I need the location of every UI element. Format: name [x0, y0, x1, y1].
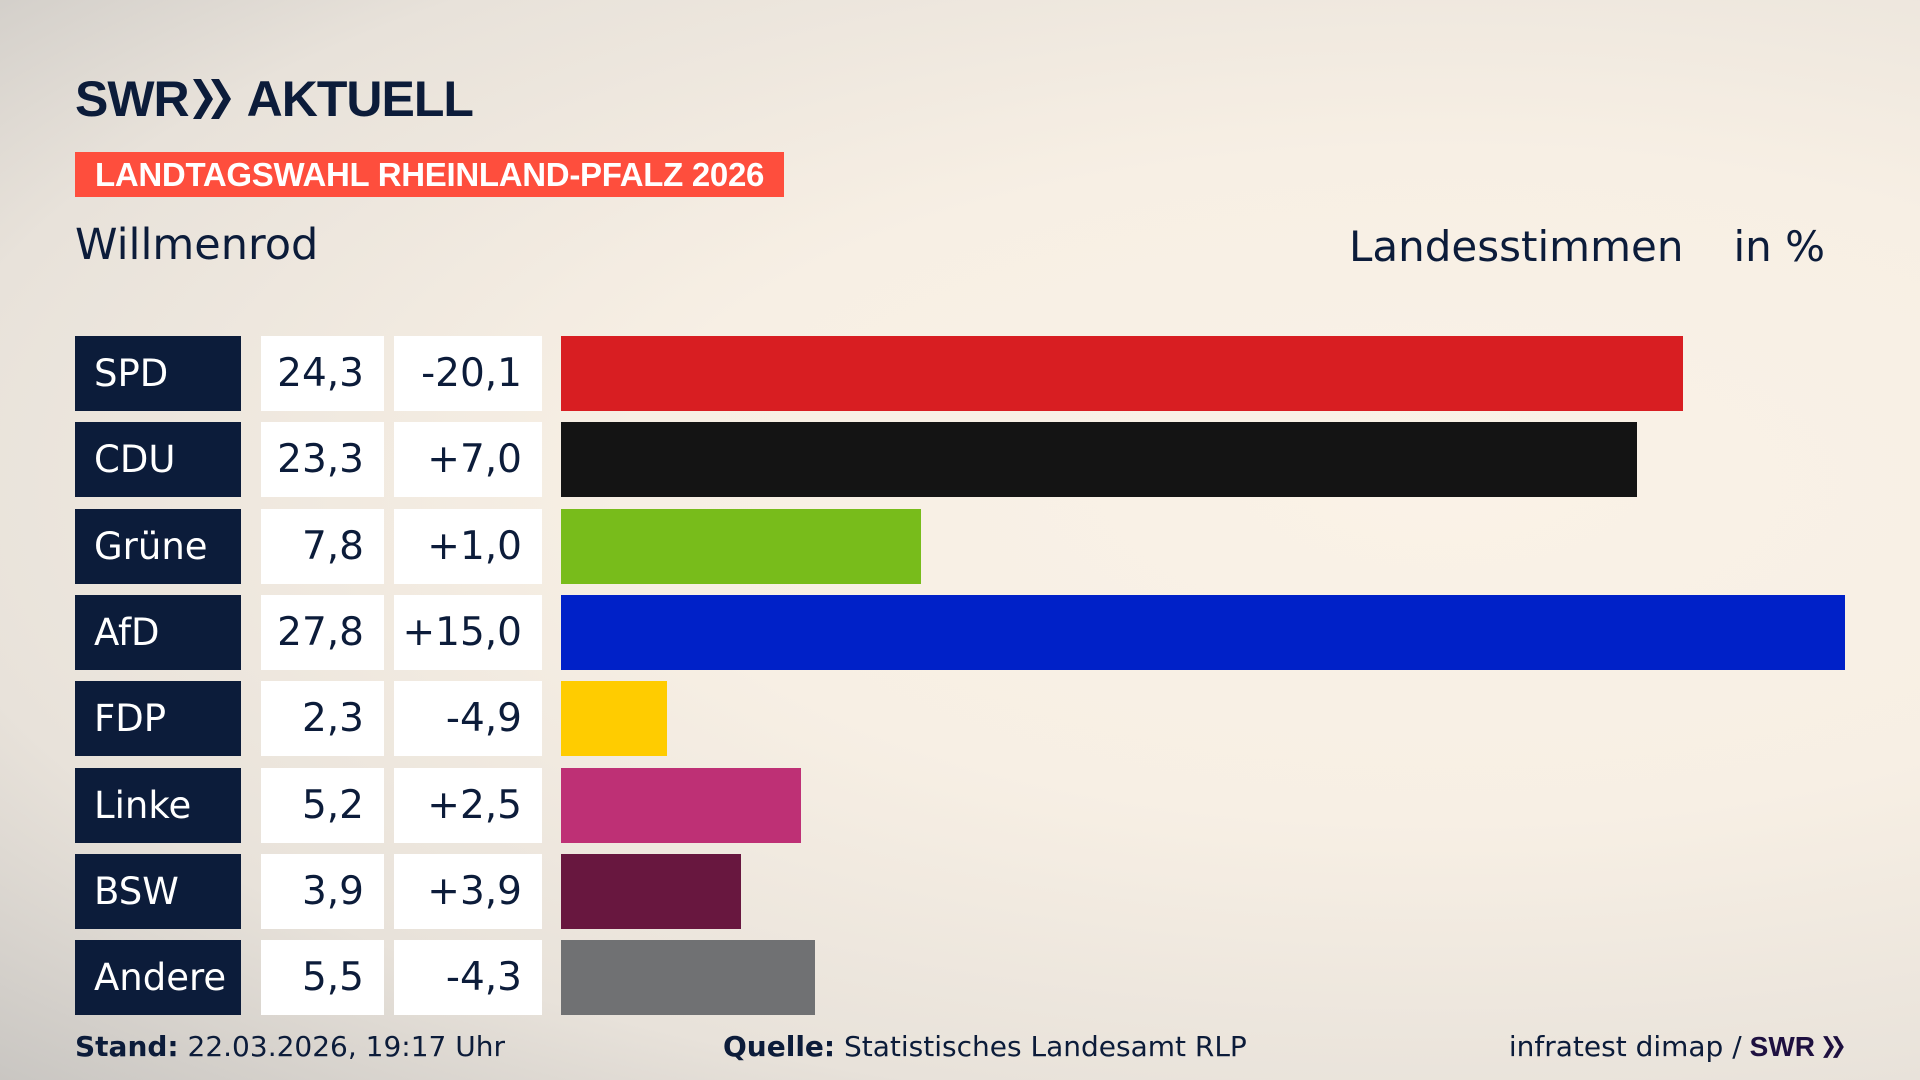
swr-aktuell-logo: SWR AKTUELL [75, 70, 474, 128]
party-label: BSW [75, 853, 241, 929]
change-label: -4,9 [394, 681, 542, 757]
party-label: FDP [75, 681, 241, 757]
value-label: 7,8 [261, 508, 384, 584]
party-label: CDU [75, 422, 241, 498]
stand-value: 22.03.2026, 19:17 Uhr [187, 1030, 505, 1063]
value-label: 5,5 [261, 940, 384, 1016]
credit-text: infratest dimap / [1508, 1030, 1742, 1063]
bar-cdu [561, 422, 1638, 498]
party-label: Linke [75, 767, 241, 843]
chevron-double-right-icon [1823, 1035, 1844, 1058]
value-label: 23,3 [261, 422, 384, 498]
change-label: +2,5 [394, 767, 542, 843]
chart-header: Landesstimmen in % [1349, 222, 1825, 271]
bar-grüne [561, 508, 922, 584]
stand-label: Stand: [75, 1030, 179, 1063]
bar-fdp [561, 681, 668, 757]
party-label: SPD [75, 336, 241, 411]
value-label: 3,9 [261, 853, 384, 929]
source-label: Quelle: [723, 1030, 836, 1063]
party-label: AfD [75, 594, 241, 670]
logo-suffix: AKTUELL [246, 71, 474, 127]
bar-afd [561, 594, 1845, 670]
value-label: 24,3 [261, 336, 384, 411]
value-label: 5,2 [261, 767, 384, 843]
location-title: Willmenrod [75, 220, 319, 270]
change-label: +15,0 [394, 594, 542, 670]
chevron-double-right-icon [192, 79, 231, 119]
logo-brand: SWR [75, 71, 190, 127]
change-label: +7,0 [394, 422, 542, 498]
party-label: Andere [75, 940, 241, 1016]
vote-type-label: Landesstimmen [1349, 222, 1684, 271]
value-label: 27,8 [261, 594, 384, 670]
bar-linke [561, 767, 802, 843]
change-label: -4,3 [394, 940, 542, 1016]
change-label: -20,1 [394, 336, 542, 411]
bar-andere [561, 940, 816, 1016]
timestamp: Stand: 22.03.2026, 19:17 Uhr [75, 1030, 505, 1063]
swr-logo-small: SWR [1749, 1030, 1815, 1062]
unit-label: in % [1733, 222, 1825, 271]
party-label: Grüne [75, 508, 241, 584]
value-label: 2,3 [261, 681, 384, 757]
credit: infratest dimap / SWR [1509, 1030, 1845, 1063]
source: Quelle: Statistisches Landesamt RLP [723, 1030, 1247, 1063]
bar-spd [561, 336, 1684, 411]
source-value: Statistisches Landesamt RLP [844, 1030, 1247, 1063]
change-label: +3,9 [394, 853, 542, 929]
election-banner: LANDTAGSWAHL RHEINLAND-PFALZ 2026 [75, 152, 785, 197]
bar-bsw [561, 853, 742, 929]
change-label: +1,0 [394, 508, 542, 584]
